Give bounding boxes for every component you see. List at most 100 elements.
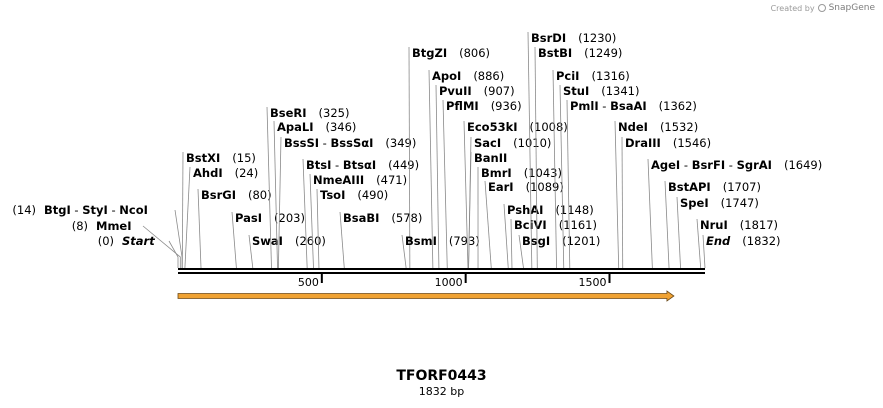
site-leader-line [273,120,278,269]
site-label: AgeI - BsrFI - SgrAI (1649) [651,158,822,172]
site-position: (0) [98,234,114,248]
site-position: (203) [274,211,305,225]
enzyme-name: NruI [700,218,728,232]
site-leader-line [266,106,272,269]
site-leader-line [621,136,624,269]
enzyme-name: SacI [474,136,501,150]
enzyme-site: BtgI - StyI - NcoI (14) [12,203,183,268]
enzyme-site: PciI (1316) [552,69,630,269]
enzyme-name: NcoI [119,203,148,217]
site-position: (1546) [673,136,711,150]
site-leader-line [484,180,492,269]
site-position: (1249) [584,46,622,60]
enzyme-name: SgrAI [737,158,772,172]
site-label: PasI (203) [235,211,305,225]
site-position: (260) [295,234,326,248]
site-position: (578) [391,211,422,225]
enzyme-site: EarI (1089) [484,180,564,269]
enzyme-name: StuI [563,84,589,98]
enzyme-site: ApoI (886) [428,69,504,269]
site-position: (14) [12,203,36,217]
enzyme-site: BseRI (325) [266,106,349,269]
enzyme-site: BsrGI (80) [197,188,272,269]
site-leader-line [277,136,282,269]
site-leader-line [231,211,237,269]
enzyme-name: BssSI [284,136,319,150]
site-leader-line [174,209,183,268]
enzyme-site: MmeI (8) [72,219,181,268]
site-position: (1008) [530,120,568,134]
site-leader-line [401,234,407,269]
enzyme-name: Start [122,234,155,248]
site-label: Start [122,234,155,248]
site-position: (8) [72,219,88,233]
site-position: (1341) [601,84,639,98]
enzyme-name: PshAI [507,203,543,217]
enzyme-name: BmrI [481,166,512,180]
enzyme-name: BssSαI [331,136,374,150]
enzyme-name: BtsαI [343,158,376,172]
site-leader-line [184,166,191,269]
site-leader-line [534,46,538,269]
enzyme-site: BsrDI (1230) [527,31,616,269]
site-label: SacI (1010) [474,136,551,150]
axis-tick-label: 1500 [578,276,606,289]
site-label: BsaBI (578) [343,211,422,225]
site-position: (1089) [526,180,564,194]
axis-tick-label: 1000 [435,276,463,289]
enzyme-name: SpeI [680,196,709,210]
site-label: PvuII (907) [439,84,515,98]
site-position: (1161) [559,218,597,232]
enzyme-name: End [706,234,731,248]
enzyme-name: PciI [556,69,579,83]
enzyme-site: PasI (203) [231,211,305,269]
enzyme-site: NmeAIII (471) [309,173,407,269]
enzyme-site: BsmI (793) [401,234,480,269]
site-position: (449) [388,158,419,172]
enzyme-name: BanII [474,151,507,165]
site-position: (1832) [742,234,780,248]
site-leader-line [527,31,533,269]
enzyme-site: ApaLI (346) [273,120,356,269]
enzyme-site: BstBI (1249) [534,46,622,269]
site-leader-line [468,151,472,269]
enzyme-name: BsaBI [343,211,379,225]
site-position: (1532) [660,120,698,134]
site-leader-line [664,180,670,269]
site-separator: - [71,203,82,217]
site-separator: - [680,158,691,172]
enzyme-name: MmeI [96,219,132,233]
site-separator: - [725,158,736,172]
enzyme-site: PmlI - BsaAI (1362) [566,99,697,269]
site-label: SpeI (1747) [680,196,759,210]
site-label: BsgI (1201) [522,234,600,248]
enzyme-site: SpeI (1747) [676,196,759,269]
enzyme-name: AhdI [193,166,223,180]
enzyme-name: BsrGI [201,188,236,202]
enzyme-name: BstAPI [668,180,711,194]
enzyme-name: SwaI [252,234,283,248]
site-label: Eco53kI (1008) [467,120,568,134]
site-position: (1362) [659,99,697,113]
site-leader-line [614,120,620,269]
enzyme-site: NdeI (1532) [614,120,698,269]
enzyme-site: BsgI (1201) [518,234,600,269]
site-label: BstAPI (1707) [668,180,761,194]
snapgene-logo-icon [817,4,826,12]
site-leader-line [435,84,440,269]
enzyme-site: BstAPI (1707) [664,180,761,269]
site-label: BciVI (1161) [514,218,597,232]
site-position: (24) [235,166,259,180]
site-leader-line [647,158,653,269]
enzyme-name: PasI [235,211,262,225]
site-position: (1230) [578,31,616,45]
site-label: NdeI (1532) [618,120,698,134]
enzyme-site: DraIII (1546) [621,136,711,269]
site-leader-line [197,188,202,269]
site-position: (1148) [555,203,593,217]
enzyme-site: NruI (1817) [696,218,778,269]
axis-tick-label: 500 [298,276,319,289]
enzyme-name: BtsI [306,158,331,172]
enzyme-site: PvuII (907) [435,84,515,269]
enzyme-name: BseRI [270,106,307,120]
